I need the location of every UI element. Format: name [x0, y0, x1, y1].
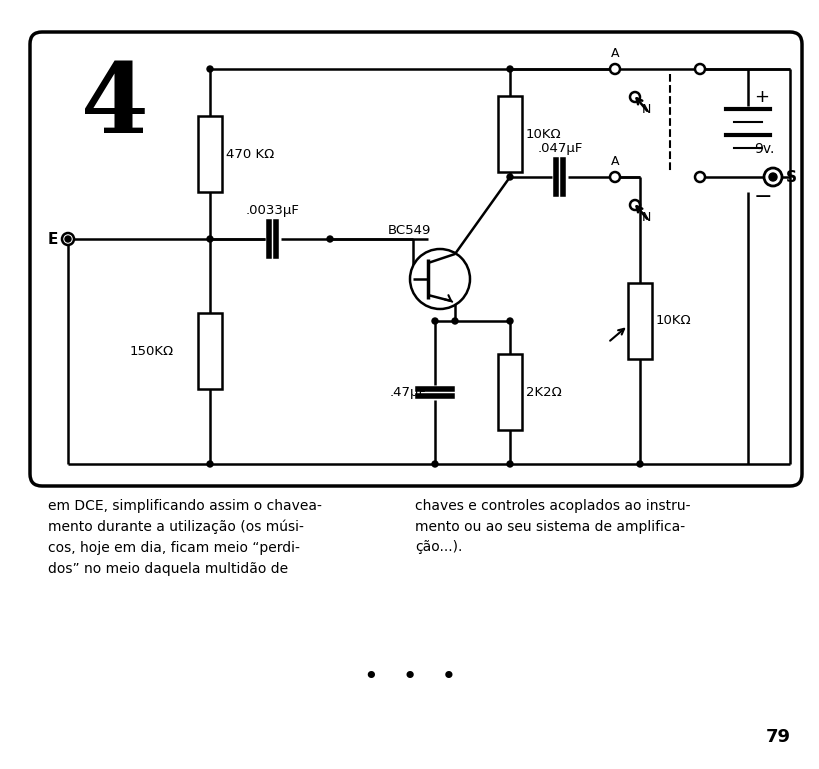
Text: chaves e controles acoplados ao instru-
mento ou ao seu sistema de amplifica-
çã: chaves e controles acoplados ao instru- …: [414, 499, 690, 554]
Text: BC549: BC549: [387, 224, 431, 237]
Circle shape: [65, 236, 71, 242]
Circle shape: [629, 92, 639, 102]
Circle shape: [768, 173, 776, 181]
Text: 2K2Ω: 2K2Ω: [525, 386, 561, 399]
Text: 79: 79: [765, 728, 790, 746]
Circle shape: [506, 66, 513, 72]
Circle shape: [695, 64, 704, 74]
Circle shape: [206, 66, 213, 72]
Text: A: A: [610, 155, 618, 168]
Text: 9v.: 9v.: [753, 142, 773, 156]
Circle shape: [327, 236, 333, 242]
Bar: [497, 96, 522, 172]
Circle shape: [695, 172, 704, 182]
Text: +: +: [753, 88, 768, 106]
Circle shape: [410, 249, 469, 309]
Circle shape: [629, 200, 639, 210]
Text: em DCE, simplificando assim o chavea-
mento durante a utilização (os músi-
cos, : em DCE, simplificando assim o chavea- me…: [48, 499, 322, 576]
Circle shape: [206, 461, 213, 467]
Text: −: −: [753, 187, 771, 207]
Circle shape: [432, 461, 437, 467]
FancyBboxPatch shape: [30, 32, 801, 486]
Text: 10KΩ: 10KΩ: [525, 128, 561, 141]
Text: N: N: [641, 103, 650, 116]
Text: N: N: [641, 211, 650, 224]
Circle shape: [506, 318, 513, 324]
Text: .0033μF: .0033μF: [246, 204, 300, 217]
Text: .47μF: .47μF: [390, 386, 427, 399]
Circle shape: [451, 318, 458, 324]
Text: •   •   •: • • •: [364, 665, 455, 689]
Text: .047μF: .047μF: [536, 142, 582, 155]
Bar: [197, 314, 222, 390]
Text: E: E: [48, 231, 58, 247]
Text: 150KΩ: 150KΩ: [130, 345, 174, 358]
Bar: [197, 116, 222, 192]
Circle shape: [206, 236, 213, 242]
Bar: [627, 282, 651, 358]
Circle shape: [432, 318, 437, 324]
Text: A: A: [610, 47, 618, 60]
Circle shape: [609, 172, 619, 182]
Bar: [497, 355, 522, 431]
Circle shape: [62, 233, 74, 245]
Text: 470 KΩ: 470 KΩ: [226, 148, 274, 161]
Text: 10KΩ: 10KΩ: [655, 314, 690, 327]
Circle shape: [609, 64, 619, 74]
Circle shape: [506, 461, 513, 467]
Text: S: S: [785, 169, 796, 185]
Circle shape: [763, 168, 781, 186]
Circle shape: [506, 174, 513, 180]
Text: 4: 4: [81, 59, 149, 153]
Circle shape: [636, 461, 642, 467]
